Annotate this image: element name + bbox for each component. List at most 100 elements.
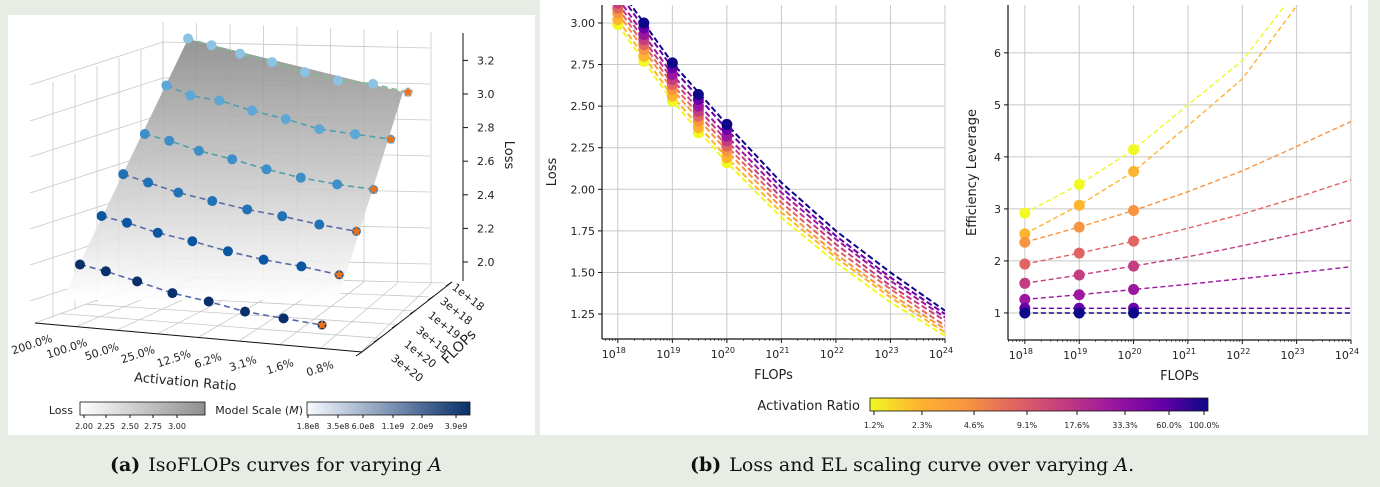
z-tick-label: 2.0	[477, 256, 495, 269]
data-point	[333, 75, 343, 86]
activation-ratio-tick-label: 33.3%	[1112, 421, 1138, 430]
data-point	[267, 57, 277, 68]
data-point	[1128, 284, 1140, 296]
loss-colorbar-tick-label: 2.25	[97, 422, 115, 431]
data-point	[1019, 236, 1031, 248]
data-point	[183, 33, 193, 44]
fit-curve	[1024, 266, 1351, 301]
data-point	[167, 288, 178, 299]
caption-b: (b) Loss and EL scaling curve over varyin…	[690, 454, 1134, 476]
iso-flops-curve	[101, 215, 340, 276]
x-tick-label: 1023	[874, 346, 898, 361]
optimum-star-marker	[402, 86, 414, 97]
loss-colorbar-tick-label: 3.00	[168, 422, 186, 431]
data-point	[1128, 307, 1140, 319]
loss-surface	[62, 39, 403, 300]
data-point	[235, 48, 245, 59]
activation-ratio-tick-label: 4.6%	[964, 421, 985, 430]
x-tick-label: 1020	[1117, 347, 1141, 362]
data-point	[1019, 277, 1031, 289]
efficiency-leverage-plot: 1018 1019 1020 1021 1022 1023 1024 1 2 3 4 5 6 FLOPs E…	[965, 5, 1359, 384]
data-point	[332, 179, 343, 190]
y-axis-label: Loss	[545, 158, 560, 187]
data-point	[1128, 165, 1140, 177]
fit-curve	[1024, 5, 1287, 214]
y-tick	[391, 323, 399, 329]
y-tick-label: 2.75	[571, 59, 596, 72]
data-point	[280, 114, 291, 125]
data-point	[261, 164, 272, 175]
isoflops-3d-plot: 200.0%100.0%50.0%25.0%12.5% 6.2% 3.1% 1.6% 0…	[10, 22, 516, 394]
loss-colorbar	[79, 401, 206, 416]
data-point	[247, 105, 258, 116]
model-scale-colorbar-label: Model Scale (M)	[215, 404, 303, 417]
y-tick-label: 2	[994, 255, 1001, 268]
z-tick-label: 2.2	[477, 222, 495, 235]
activation-ratio-tick-label: 1.2%	[864, 421, 885, 430]
data-point	[666, 57, 678, 69]
x-tick-label: 1018	[1009, 347, 1033, 362]
x-tick-label: 1021	[765, 346, 789, 361]
activation-ratio-tick-label: 2.3%	[912, 421, 933, 430]
x-axis-label: FLOPs	[754, 368, 793, 383]
y-axis-label: Efficiency Leverage	[965, 109, 980, 236]
y-tick-label: 6	[994, 47, 1001, 60]
x-tick-label: 1021	[1172, 347, 1196, 362]
data-point	[242, 204, 253, 215]
y-tick-label: 2.50	[571, 100, 596, 113]
activation-ratio-tick-label: 9.1%	[1017, 421, 1038, 430]
data-point	[143, 177, 154, 188]
data-point	[1073, 269, 1085, 281]
y-tick-label: 1.25	[571, 308, 596, 321]
grid-line	[279, 281, 365, 345]
model-scale-colorbar-tick-label: 1.8e8	[297, 422, 320, 431]
optimum-star-marker	[316, 319, 328, 330]
data-point	[638, 17, 650, 29]
panel-b-background	[540, 0, 1368, 435]
iso-flops-curve	[79, 263, 323, 326]
data-point	[1073, 221, 1085, 233]
data-point	[1019, 307, 1031, 319]
x-axis-label: FLOPs	[1160, 369, 1199, 384]
iso-flops-curve	[187, 37, 409, 94]
activation-ratio-colorbar	[869, 397, 1209, 412]
data-point	[100, 266, 111, 277]
x-tick-label: 1019	[656, 346, 680, 361]
data-point	[1128, 204, 1140, 216]
data-point	[1073, 289, 1085, 301]
data-point	[612, 5, 623, 9]
iso-flops-curve	[144, 133, 374, 191]
data-point	[692, 88, 704, 100]
fit-curve	[1024, 219, 1351, 284]
data-point	[368, 78, 378, 89]
data-point	[721, 118, 733, 130]
y-tick-label: 3	[994, 203, 1001, 216]
model-scale-colorbar-tick-label: 6.0e8	[352, 422, 375, 431]
y-tick	[427, 295, 435, 301]
data-point	[240, 306, 250, 317]
data-point	[193, 145, 204, 156]
data-point	[1019, 258, 1031, 270]
data-point	[203, 296, 214, 307]
data-point	[1073, 178, 1085, 190]
y-tick-label: 3.00	[571, 17, 596, 30]
data-point	[278, 313, 289, 324]
data-point	[164, 135, 175, 146]
data-point	[121, 217, 132, 228]
data-point	[207, 196, 218, 207]
iso-flops-curve	[122, 173, 357, 233]
model-scale-colorbar-tick-label: 1.1e9	[382, 422, 405, 431]
data-point	[187, 236, 198, 247]
optimum-star-marker	[351, 225, 362, 236]
data-point	[296, 261, 307, 272]
y-tick-label: 2.25	[571, 142, 596, 155]
data-point	[295, 172, 306, 183]
y-tick-label: 4	[994, 151, 1001, 164]
model-scale-colorbar-tick-label: 3.9e9	[445, 422, 468, 431]
x-tick-label: 1022	[1226, 347, 1250, 362]
activation-ratio-tick-label: 100.0%	[1189, 421, 1220, 430]
z-axis-label: Loss	[501, 141, 516, 170]
loss-colorbar-label: Loss	[49, 404, 73, 417]
activation-ratio-colorbar-label: Activation Ratio	[757, 399, 860, 414]
